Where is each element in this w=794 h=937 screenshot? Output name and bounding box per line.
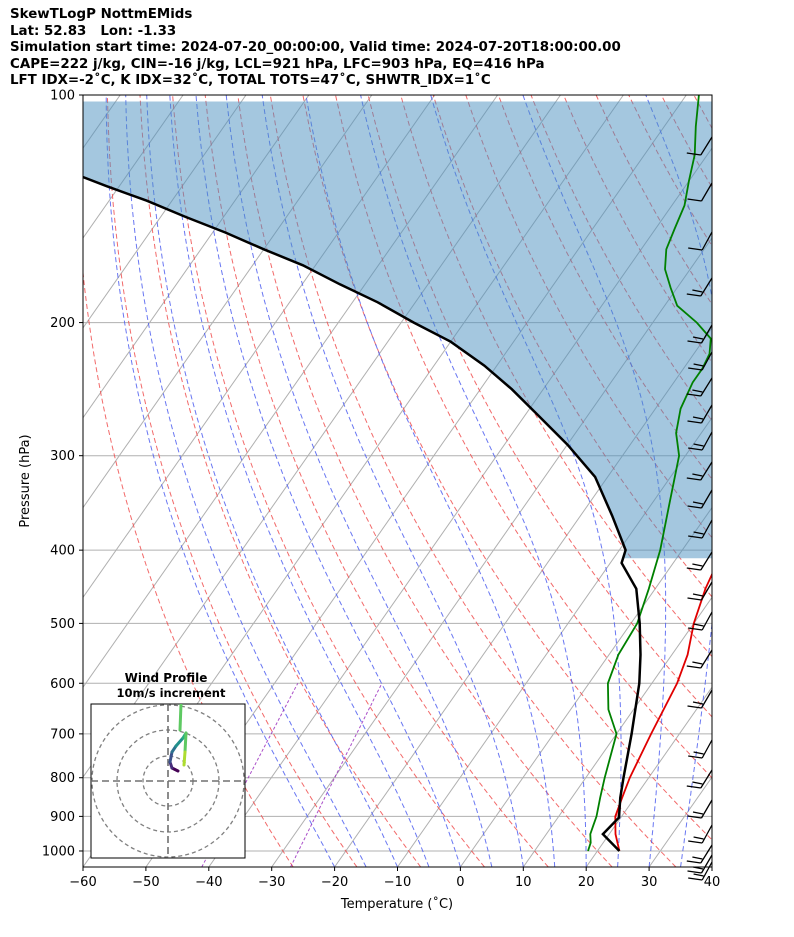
isotherm-line	[459, 506, 712, 867]
x-tick-label: 40	[704, 875, 721, 890]
dry-adiabat	[139, 95, 422, 867]
dry-adiabat	[759, 95, 794, 867]
wind-barb	[686, 136, 713, 156]
dry-adiabat	[106, 95, 358, 867]
wind-barb	[688, 351, 713, 371]
x-tick-label: 10	[515, 875, 532, 890]
dewpoint-trace	[587, 95, 712, 852]
wind-barb	[688, 824, 713, 844]
hodograph-segment	[178, 704, 183, 732]
negative-area-shading	[83, 101, 712, 559]
x-tick-label: 20	[578, 875, 595, 890]
y-tick-label: 700	[50, 727, 75, 742]
y-tick-label: 500	[50, 617, 75, 632]
wind-barb	[687, 581, 713, 601]
y-tick-label: 400	[50, 544, 75, 559]
wind-barb	[688, 739, 713, 759]
hodograph-segment	[168, 750, 174, 764]
moist-adiabat	[169, 95, 430, 867]
moist-adiabat	[125, 95, 367, 867]
dry-adiabat	[727, 95, 794, 867]
y-tick-label: 900	[50, 810, 75, 825]
hodograph-segment	[183, 731, 188, 754]
moist-adiabat	[711, 863, 712, 867]
x-tick-label: −30	[258, 875, 285, 890]
wind-barb	[687, 689, 713, 709]
x-tick-label: −60	[69, 875, 96, 890]
isotherm-line	[83, 95, 247, 329]
wind-barb	[687, 182, 713, 202]
wind-barb	[686, 844, 713, 864]
dry-adiabat	[204, 95, 549, 867]
x-tick-label: 0	[456, 875, 464, 890]
wind-barb	[686, 649, 713, 669]
y-tick-label: 300	[50, 449, 75, 464]
params-line-2: LFT IDX=-2˚C, K IDX=32˚C, TOTAL TOTS=47˚…	[10, 73, 491, 88]
isotherm-line	[522, 596, 712, 867]
moist-adiabat	[225, 95, 493, 867]
wind-barb	[686, 769, 713, 789]
wind-barb	[686, 277, 713, 297]
moist-adiabat	[360, 95, 587, 867]
dry-adiabat	[237, 95, 613, 867]
chart-header: SkewTLogP NottmEMids Lat: 52.83 Lon: -1.…	[10, 7, 621, 90]
hodograph-segment	[174, 736, 185, 748]
moist-adiabat	[105, 95, 336, 867]
moist-adiabat	[261, 95, 524, 867]
dry-adiabat	[172, 95, 485, 867]
time-line: Simulation start time: 2024-07-20_00:00:…	[10, 40, 621, 55]
wind-barb	[688, 861, 713, 881]
x-tick-label: −40	[195, 875, 222, 890]
y-axis-label: Pressure (hPa)	[18, 434, 33, 527]
dry-adiabat	[269, 95, 677, 867]
moist-adiabat	[146, 95, 398, 867]
wind-barb	[686, 377, 713, 397]
wind-barb	[687, 799, 713, 819]
wind-barb	[686, 551, 713, 571]
y-tick-label: 800	[50, 771, 75, 786]
wind-barb	[687, 404, 713, 424]
dry-adiabat	[335, 95, 712, 779]
wind-barb	[688, 611, 713, 631]
wind-barb	[688, 431, 713, 451]
hodograph-segment	[182, 750, 187, 767]
isotherm-line	[83, 95, 184, 239]
isotherm-line	[711, 866, 712, 867]
isotherm-line	[271, 237, 712, 867]
moist-adiabat	[305, 95, 556, 867]
wind-barb	[686, 461, 713, 481]
inset-title: Wind Profile	[125, 671, 208, 685]
x-tick-label: −50	[132, 875, 159, 890]
location-line: Lat: 52.83 Lon: -1.33	[10, 23, 177, 39]
inset-subtitle: 10m/s increment	[117, 686, 226, 700]
chart-title: SkewTLogP NottmEMids	[10, 7, 193, 22]
x-axis-label: Temperature (˚C)	[340, 896, 453, 912]
mixing-ratio-line	[290, 683, 383, 867]
moist-adiabat	[195, 95, 461, 867]
dry-adiabat	[302, 95, 712, 841]
wind-barb	[687, 489, 713, 509]
y-tick-label: 1000	[42, 844, 75, 859]
x-tick-label: −10	[384, 875, 411, 890]
wind-barb	[687, 324, 713, 344]
isotherm-line	[585, 686, 712, 867]
y-tick-label: 100	[50, 89, 75, 104]
temperature-trace	[614, 572, 712, 852]
wind-barb	[688, 519, 713, 539]
x-tick-label: 30	[641, 875, 658, 890]
x-tick-label: −20	[321, 875, 348, 890]
params-line-1: CAPE=222 j/kg, CIN=-16 j/kg, LCL=921 hPa…	[10, 56, 545, 72]
parcel-trace	[83, 175, 642, 852]
wind-barb	[688, 231, 713, 251]
dry-adiabat	[83, 268, 294, 867]
y-tick-label: 600	[50, 677, 75, 692]
y-tick-label: 200	[50, 316, 75, 331]
